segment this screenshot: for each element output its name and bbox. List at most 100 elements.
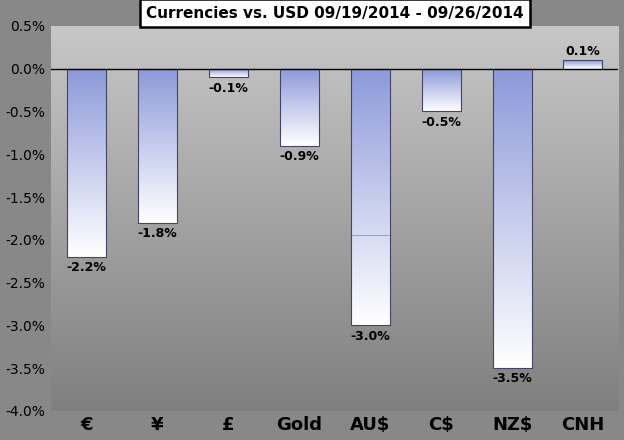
Bar xyxy=(67,239,106,240)
Bar xyxy=(351,174,390,175)
Bar xyxy=(351,123,390,124)
Bar xyxy=(492,170,532,172)
Bar xyxy=(492,261,532,262)
Bar xyxy=(351,307,390,308)
Bar xyxy=(67,236,106,237)
Bar xyxy=(67,129,106,130)
Bar xyxy=(138,140,177,141)
Bar xyxy=(492,158,532,159)
Bar xyxy=(351,208,390,209)
Bar xyxy=(492,312,532,313)
Bar xyxy=(67,250,106,251)
Bar xyxy=(138,86,177,87)
Bar xyxy=(492,82,532,83)
Bar xyxy=(492,310,532,311)
Bar xyxy=(492,91,532,92)
Bar xyxy=(67,217,106,218)
Bar xyxy=(138,93,177,94)
Bar xyxy=(138,160,177,161)
Bar xyxy=(351,181,390,182)
Bar xyxy=(351,155,390,156)
Bar xyxy=(351,103,390,104)
Bar xyxy=(138,82,177,83)
Bar xyxy=(138,146,177,147)
Bar xyxy=(351,199,390,200)
Bar xyxy=(492,81,532,82)
Bar xyxy=(492,70,532,71)
Bar xyxy=(351,90,390,91)
Bar xyxy=(351,69,390,70)
Bar xyxy=(492,123,532,124)
Bar xyxy=(351,131,390,132)
Bar xyxy=(492,319,532,320)
Bar xyxy=(351,166,390,167)
Bar xyxy=(492,307,532,308)
Bar xyxy=(351,295,390,296)
Bar xyxy=(351,241,390,242)
Bar xyxy=(351,77,390,78)
Bar xyxy=(492,77,532,79)
Bar xyxy=(492,127,532,128)
Bar xyxy=(492,284,532,285)
Bar xyxy=(492,86,532,87)
Bar xyxy=(492,327,532,328)
Text: -3.5%: -3.5% xyxy=(492,372,532,385)
Bar xyxy=(351,245,390,246)
Bar xyxy=(351,78,390,79)
Bar xyxy=(351,167,390,168)
Bar xyxy=(67,79,106,80)
Bar xyxy=(492,275,532,276)
Bar xyxy=(351,133,390,134)
Bar xyxy=(492,282,532,283)
Bar xyxy=(138,205,177,206)
Bar xyxy=(67,213,106,214)
Bar xyxy=(351,216,390,217)
Bar xyxy=(351,69,390,325)
Bar xyxy=(138,88,177,89)
Bar xyxy=(492,334,532,335)
Bar xyxy=(351,142,390,143)
Bar xyxy=(351,290,390,291)
Bar xyxy=(67,70,106,71)
Bar xyxy=(351,278,390,279)
Bar xyxy=(351,83,390,84)
Bar xyxy=(351,144,390,145)
Bar xyxy=(138,92,177,93)
Bar xyxy=(138,186,177,187)
Bar xyxy=(351,316,390,317)
Bar xyxy=(351,86,390,87)
Bar xyxy=(351,258,390,259)
Bar xyxy=(351,112,390,113)
Bar xyxy=(67,155,106,156)
Bar xyxy=(67,84,106,85)
Bar xyxy=(492,285,532,286)
Bar xyxy=(351,190,390,191)
Bar xyxy=(67,69,106,257)
Bar xyxy=(492,267,532,268)
Bar xyxy=(351,217,390,218)
Bar xyxy=(351,253,390,254)
Bar xyxy=(138,80,177,81)
Bar xyxy=(351,143,390,144)
Bar xyxy=(67,207,106,208)
Bar xyxy=(67,220,106,221)
Bar xyxy=(492,271,532,272)
Bar xyxy=(138,85,177,86)
Bar xyxy=(138,180,177,181)
Bar xyxy=(138,192,177,193)
Bar xyxy=(492,321,532,322)
Bar xyxy=(351,132,390,133)
Bar xyxy=(351,84,390,85)
Bar xyxy=(492,323,532,324)
Bar xyxy=(138,90,177,91)
Title: Currencies vs. USD 09/19/2014 - 09/26/2014: Currencies vs. USD 09/19/2014 - 09/26/20… xyxy=(146,6,524,21)
Bar xyxy=(67,124,106,125)
Bar xyxy=(492,169,532,170)
Bar xyxy=(492,72,532,73)
Bar xyxy=(492,176,532,177)
Bar xyxy=(492,220,532,221)
Bar xyxy=(492,210,532,211)
Bar xyxy=(67,113,106,114)
Bar xyxy=(492,298,532,299)
Bar xyxy=(351,192,390,193)
